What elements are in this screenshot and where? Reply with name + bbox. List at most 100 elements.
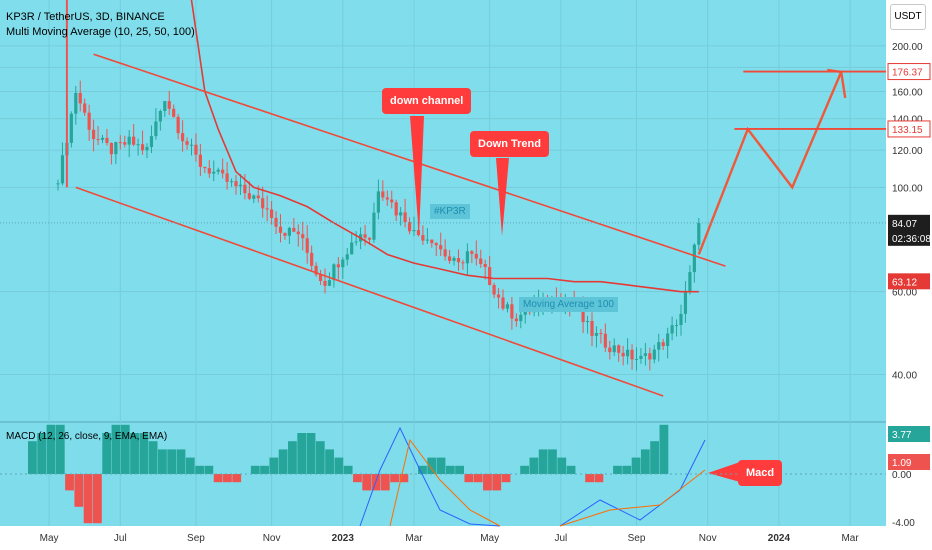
macd-bar — [399, 474, 409, 483]
candle-body — [381, 191, 385, 198]
candle-body — [118, 142, 122, 144]
candle-body — [163, 101, 167, 111]
candle-body — [229, 181, 234, 183]
macd-bar — [269, 457, 279, 474]
macd-bar — [520, 465, 529, 474]
candle-body — [430, 239, 434, 244]
channel-lower-line — [75, 186, 664, 397]
candle-body — [612, 345, 616, 353]
candle-body — [652, 349, 656, 360]
candle-body — [221, 169, 225, 174]
candle-body — [189, 144, 194, 146]
candle-body — [416, 230, 421, 236]
candle-body — [252, 195, 256, 199]
signal-line — [389, 438, 501, 527]
macd-bar — [102, 433, 112, 474]
time-axis-bg — [0, 526, 932, 550]
macd-bar — [538, 449, 548, 474]
x-tick-label: Nov — [263, 533, 281, 544]
macd-bar — [139, 433, 149, 474]
macd-bar — [455, 465, 464, 474]
candle-body — [225, 173, 229, 182]
candle-body — [367, 237, 372, 240]
candle-body — [470, 251, 474, 254]
macd-bar — [343, 465, 353, 474]
candle-body — [354, 241, 358, 243]
macd-bar — [195, 465, 204, 474]
candle-body — [283, 232, 287, 236]
candle-body — [87, 112, 91, 130]
candle-body — [674, 324, 679, 326]
macd-bar — [325, 449, 334, 474]
macd-bar — [288, 441, 297, 474]
x-tick-label: Mar — [841, 533, 859, 544]
macd-bar — [529, 457, 539, 474]
macd-bar — [548, 449, 557, 474]
candle-body — [456, 257, 461, 263]
macd-y-tick-label: -4.00 — [892, 518, 915, 529]
macd-bar — [93, 474, 102, 524]
candle-body — [350, 242, 354, 255]
macd-bar — [167, 449, 177, 474]
candle-body — [318, 274, 323, 281]
candle-body — [234, 181, 238, 187]
macd-bar — [418, 465, 427, 474]
callout-macd: Macd — [738, 460, 783, 486]
macd-bar — [148, 441, 158, 474]
signal-value-label-box — [888, 454, 930, 470]
symbol-title: KP3R / TetherUS, 3D, BINANCE — [6, 11, 165, 23]
candle-body — [488, 267, 492, 285]
candle-body — [92, 129, 96, 140]
candle-body — [238, 184, 243, 187]
x-tick-label: 2023 — [332, 533, 355, 544]
candle-body — [639, 355, 643, 359]
macd-bar — [260, 465, 269, 474]
candle-body — [661, 342, 665, 347]
macd-bar — [74, 474, 84, 507]
candle-body — [626, 349, 630, 357]
macd-bar — [83, 474, 93, 524]
candle-body — [323, 280, 327, 286]
x-tick-label: May — [480, 533, 499, 544]
macd-bar — [353, 474, 362, 483]
signal-value-label-text: 1.09 — [892, 458, 912, 469]
candle-body — [305, 238, 309, 253]
candle-body — [136, 144, 140, 146]
macd-bar — [111, 424, 121, 474]
ma100-label-text: 63.12 — [892, 277, 917, 288]
candle-body — [479, 258, 483, 265]
macd-bar — [204, 465, 214, 474]
macd-bar — [278, 449, 288, 474]
candle-body — [643, 353, 647, 356]
countdown-label: 02:36:08 — [888, 229, 931, 246]
macd-bar — [250, 465, 260, 474]
y-tick-label: 60.00 — [892, 288, 917, 299]
ma100-label-box — [888, 273, 930, 290]
macd-bar — [334, 457, 344, 474]
level-label-133-text: 133.15 — [892, 125, 923, 136]
macd-bar — [659, 424, 669, 474]
callout-down-trend-pointer — [496, 158, 509, 236]
candle-body — [292, 227, 296, 232]
y-tick-label: 160.00 — [892, 87, 923, 98]
candle-body — [185, 141, 189, 145]
macd-bar — [445, 465, 455, 474]
macd-bar — [650, 441, 660, 474]
candle-body — [132, 136, 136, 145]
candle-body — [657, 342, 661, 350]
candle-body — [505, 304, 510, 309]
candle-body — [514, 318, 518, 322]
macd-bar — [622, 465, 632, 474]
candle-body — [207, 168, 211, 174]
candle-body — [78, 93, 82, 104]
candle-body — [390, 199, 394, 203]
candle-body — [510, 304, 514, 319]
candle-body — [296, 231, 300, 235]
candle-body — [56, 183, 60, 185]
macd-bar — [315, 441, 325, 474]
candle-body — [452, 257, 456, 261]
candle-body — [154, 121, 158, 137]
candle-body — [603, 333, 607, 348]
currency-button[interactable]: USDT — [890, 4, 926, 30]
